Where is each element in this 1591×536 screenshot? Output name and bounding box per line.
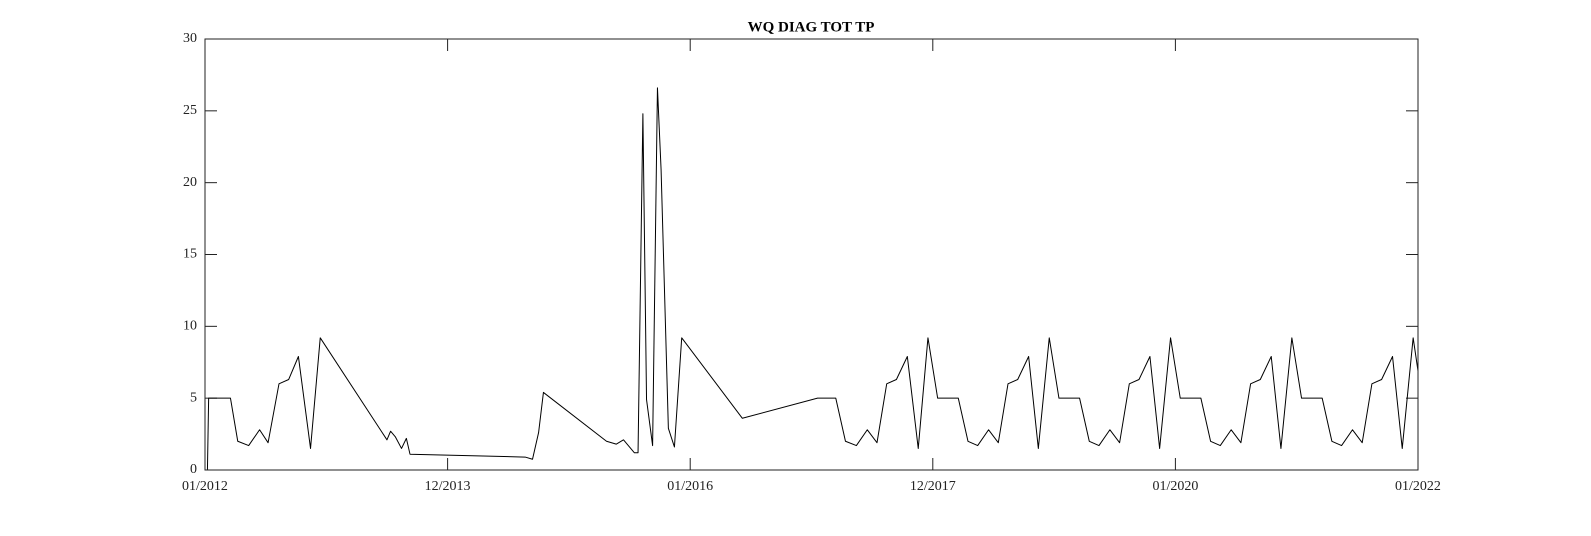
y-tick-label: 30 xyxy=(183,31,197,46)
x-tick-label: 12/2013 xyxy=(425,479,471,494)
y-tick-label: 15 xyxy=(183,247,197,262)
y-tick-label: 0 xyxy=(190,462,197,477)
y-tick-label: 10 xyxy=(183,319,197,334)
data-line xyxy=(206,87,1419,471)
x-tick-label: 01/2012 xyxy=(182,479,228,494)
y-tick-label: 20 xyxy=(183,175,197,190)
y-tick-label: 5 xyxy=(190,390,197,405)
x-tick-label: 12/2017 xyxy=(910,479,956,494)
x-tick-label: 01/2016 xyxy=(667,479,713,494)
y-tick-label: 25 xyxy=(183,103,197,118)
x-tick-label: 01/2022 xyxy=(1395,479,1441,494)
plot-frame xyxy=(204,38,1419,471)
x-tick-label: 01/2020 xyxy=(1152,479,1198,494)
chart-title: WQ DIAG TOT TP xyxy=(748,19,875,35)
